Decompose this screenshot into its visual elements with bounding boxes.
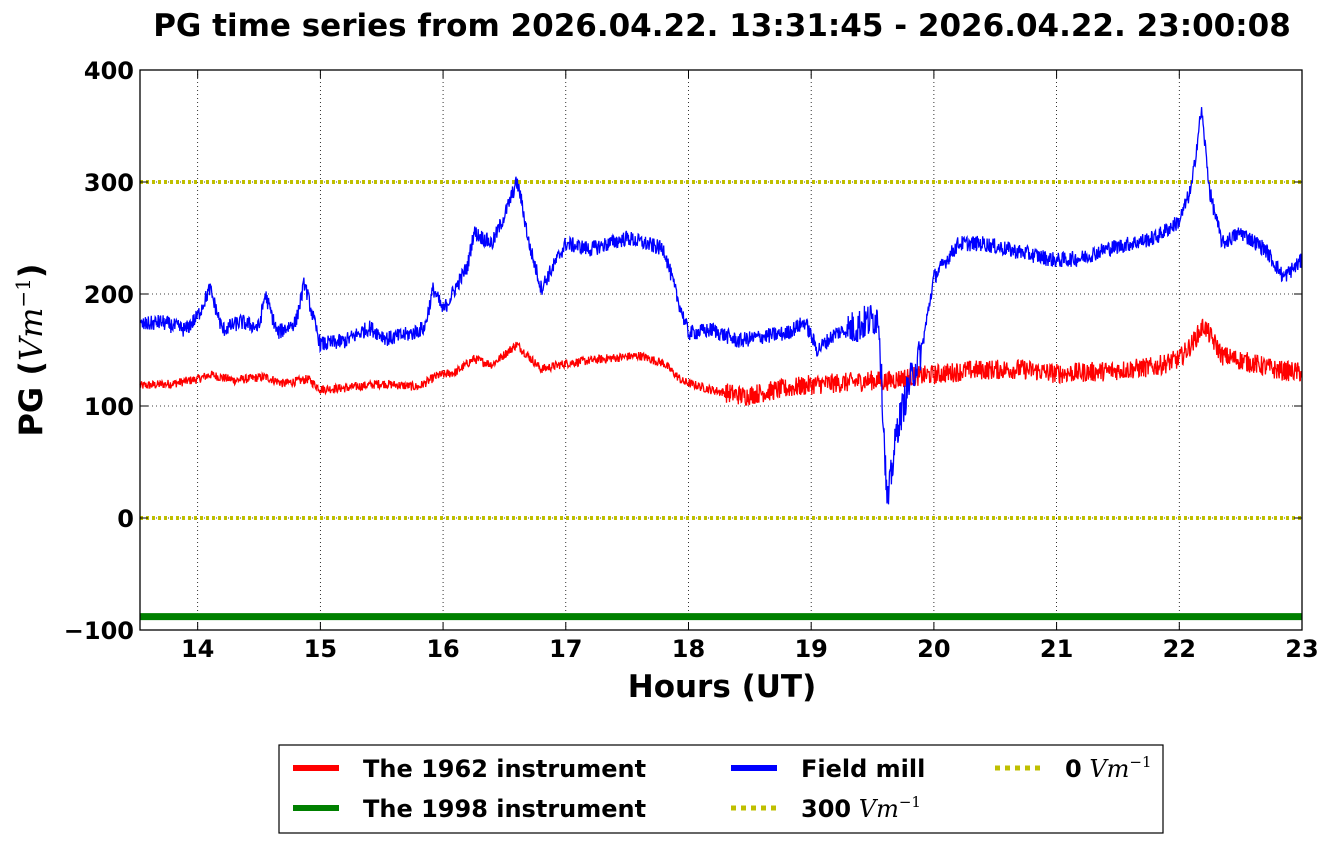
- y-axis-label: PG (Vm−1): [11, 263, 50, 436]
- legend-item: 300 Vm−1: [731, 793, 921, 823]
- legend-frame: [278, 744, 1164, 834]
- series-field-mill: [139, 107, 1303, 505]
- x-axis-label: Hours (UT): [628, 669, 817, 705]
- plot-background: [140, 70, 1302, 630]
- legend-item: The 1998 instrument: [293, 795, 646, 823]
- x-tick-label: 18: [672, 635, 705, 663]
- y-axis-label-close: ): [12, 263, 50, 278]
- plot-area: 14 15 16 17 18 19 20 21 22 23 −100 0 100 200 300 400: [64, 57, 1319, 663]
- x-tick-label: 22: [1163, 635, 1196, 663]
- x-tick-label: 21: [1040, 635, 1073, 663]
- y-tick-label: −100: [64, 617, 134, 645]
- y-tick-label: 200: [84, 281, 134, 309]
- x-tick-label: 15: [304, 635, 337, 663]
- legend: The 1962 instrument The 1998 instrument Fi…: [278, 744, 1164, 834]
- legend-label: 0 Vm−1: [1065, 753, 1152, 783]
- y-axis-label-unit: Vm: [12, 308, 50, 361]
- y-tick-label: 0: [117, 505, 134, 533]
- y-axis-label-text: PG (: [12, 361, 50, 436]
- x-tick-label: 14: [181, 635, 214, 663]
- legend-label: The 1962 instrument: [363, 755, 646, 783]
- y-tick-label: 400: [84, 57, 134, 85]
- x-tick-label: 19: [794, 635, 827, 663]
- x-tick-label: 23: [1285, 635, 1318, 663]
- legend-item: Field mill: [731, 755, 925, 783]
- y-tick-label: 100: [84, 393, 134, 421]
- x-tick-label: 17: [549, 635, 582, 663]
- legend-label: 300 Vm−1: [801, 793, 921, 823]
- plot-frame: [139, 69, 1303, 631]
- y-tick-label: 300: [84, 169, 134, 197]
- legend-label: Field mill: [801, 755, 925, 783]
- chart-title: PG time series from 2026.04.22. 13:31:45…: [153, 8, 1291, 44]
- legend-label: The 1998 instrument: [363, 795, 646, 823]
- series-1962-instrument: [139, 318, 1303, 406]
- legend-item: The 1962 instrument: [293, 755, 646, 783]
- y-axis-label-exponent: −1: [11, 278, 35, 307]
- legend-item: 0 Vm−1: [995, 753, 1152, 783]
- x-tick-label: 16: [426, 635, 459, 663]
- x-tick-label: 20: [917, 635, 950, 663]
